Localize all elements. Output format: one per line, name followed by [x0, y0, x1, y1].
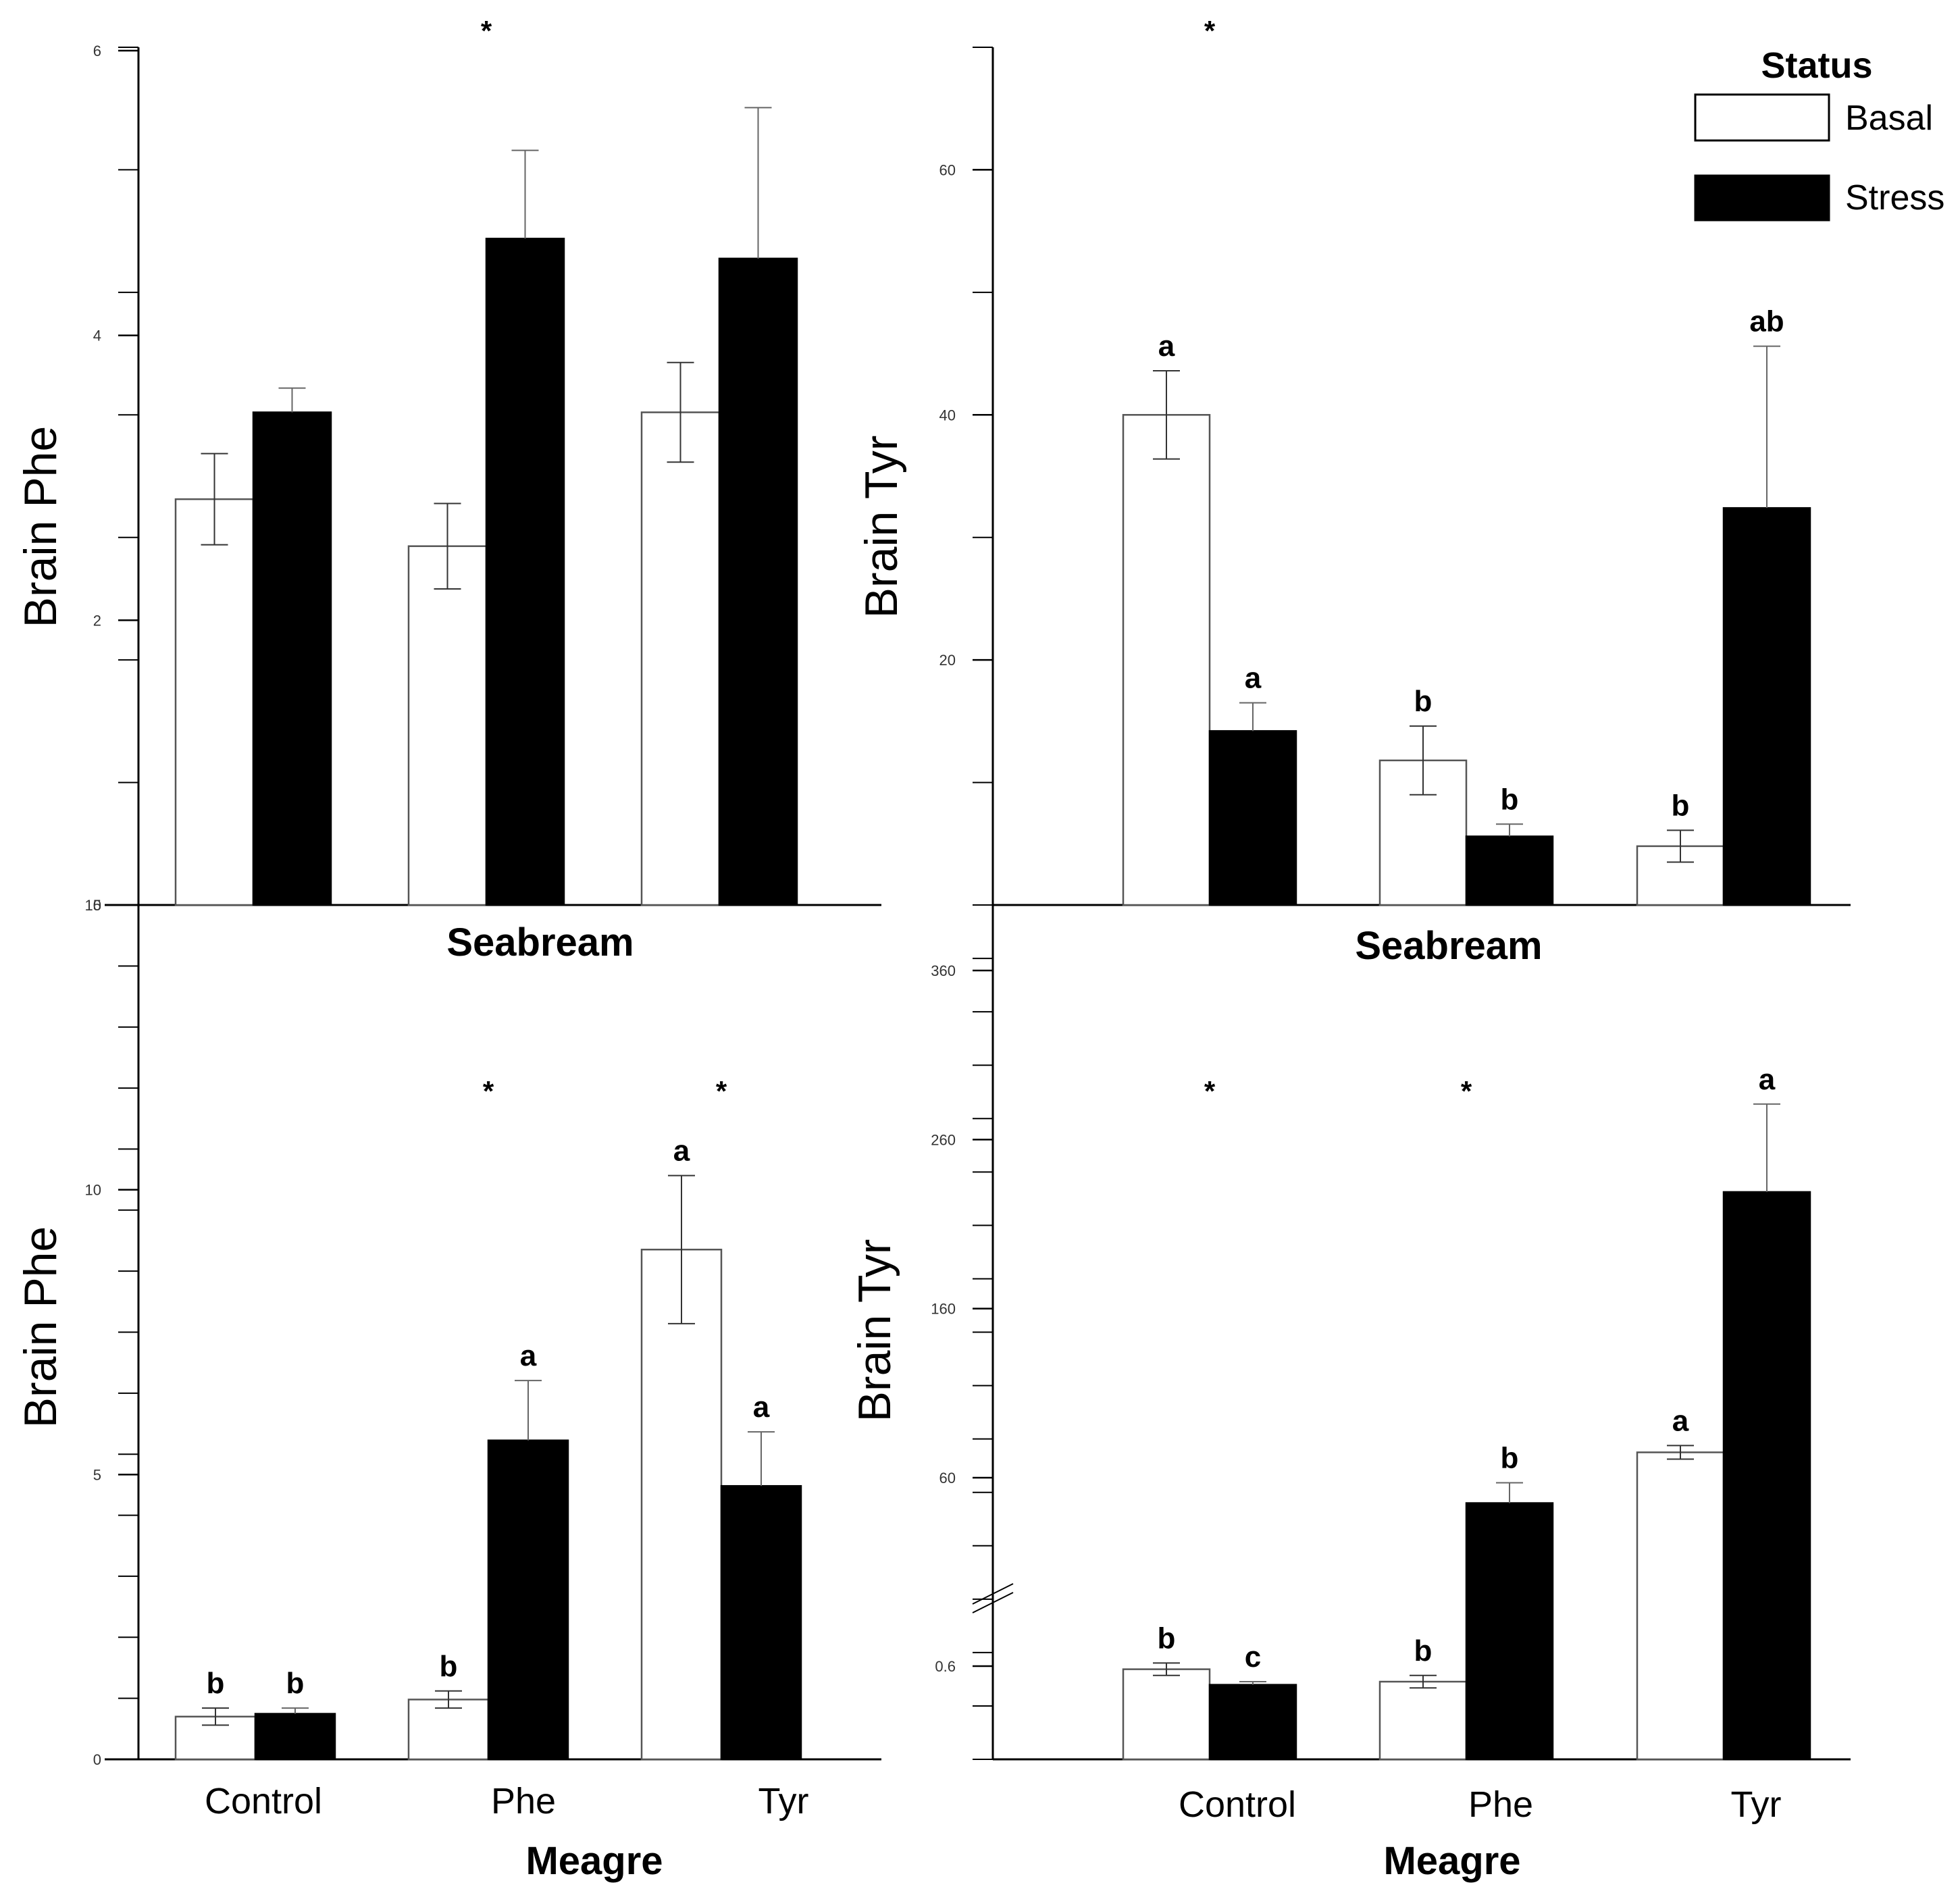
bar-basal: [174, 498, 255, 906]
y-axis-title: Brain Phe: [15, 1226, 66, 1428]
bar-stress: [720, 1484, 802, 1761]
axis-break-mark: [972, 1583, 1014, 1605]
category-label: Phe: [1468, 1784, 1533, 1825]
group-label: Meagre: [1383, 1839, 1520, 1883]
category-label: Tyr: [758, 1781, 809, 1821]
significance-star: *: [1204, 1075, 1216, 1107]
bar-basal: [640, 1248, 723, 1761]
y-tick-label: 5: [93, 1466, 101, 1483]
legend: Status Basal Stress: [1694, 45, 1944, 222]
y-tick-label: 4: [93, 328, 101, 344]
bar-stress: [252, 411, 332, 906]
bar-basal: [1378, 1680, 1468, 1761]
significance-letter: a: [673, 1135, 690, 1168]
group-label: Seabream: [446, 921, 634, 964]
y-axis-title: Brain Tyr: [856, 436, 907, 619]
bar-basal: [407, 545, 488, 906]
significance-letter: b: [440, 1650, 458, 1683]
significance-letter: b: [1158, 1622, 1176, 1655]
bar-basal: [1122, 414, 1211, 906]
y-tick-label: 0.6: [935, 1658, 956, 1675]
bar-stress: [1208, 1684, 1297, 1761]
y-tick-label: 6: [93, 43, 101, 59]
axis-break-mark: [972, 1592, 1014, 1613]
significance-letter: b: [1672, 789, 1690, 822]
bar-stress: [1722, 507, 1811, 906]
significance-star: *: [1204, 15, 1216, 47]
significance-letter: a: [1158, 330, 1175, 363]
significance-star: *: [481, 15, 492, 47]
panel-meagre-tyr: 0.6 60 160 260 360 Brain Tyr Meagre Control Phe T…: [849, 904, 1851, 1883]
y-tick-label: 15: [85, 897, 101, 914]
panel-seabream-phe: 0 2 4 6 Brain Phe Seabream *: [15, 15, 881, 964]
y-tick-label: 40: [939, 407, 956, 423]
y-tick-label: 60: [939, 161, 956, 178]
y-tick-label: 260: [931, 1131, 956, 1148]
significance-letter: a: [1759, 1063, 1776, 1096]
significance-letter: ab: [1749, 305, 1784, 338]
y-tick-label: 160: [931, 1301, 956, 1318]
legend-label-stress: Stress: [1845, 178, 1944, 217]
category-label: Control: [1179, 1784, 1296, 1825]
bar-stress: [254, 1713, 336, 1761]
significance-letter: c: [1245, 1640, 1261, 1674]
category-label: Phe: [491, 1781, 556, 1821]
y-tick-label: 360: [931, 962, 956, 979]
bar-basal: [640, 411, 721, 906]
y-tick-label: 2: [93, 612, 101, 629]
bar-basal: [1636, 1451, 1725, 1761]
significance-letter: a: [753, 1391, 770, 1424]
group-label: Seabream: [1355, 924, 1542, 968]
y-axis-title: Brain Tyr: [849, 1239, 900, 1422]
y-tick-label: 0: [93, 897, 101, 914]
y-tick-label: 0: [93, 1751, 101, 1768]
bar-stress: [718, 257, 798, 906]
bar-stress: [487, 1439, 569, 1761]
y-tick-label: 20: [939, 652, 956, 669]
legend-swatch-stress: [1694, 174, 1830, 222]
y-tick-label: 60: [939, 1470, 956, 1486]
significance-letter: b: [1501, 783, 1519, 816]
significance-letter: b: [1414, 1634, 1433, 1667]
bar-stress: [1208, 730, 1297, 906]
legend-swatch-basal: [1694, 93, 1830, 142]
significance-letter: a: [1245, 662, 1262, 695]
significance-letter: a: [520, 1339, 537, 1372]
group-label: Meagre: [525, 1839, 663, 1883]
y-axis-title: Brain Phe: [15, 426, 66, 628]
significance-star: *: [1461, 1075, 1472, 1107]
bar-stress: [1465, 1502, 1554, 1761]
legend-title: Status: [1761, 45, 1872, 86]
significance-letter: b: [1501, 1442, 1519, 1475]
bar-basal: [1122, 1668, 1211, 1761]
significance-star: *: [716, 1075, 727, 1107]
panel-meagre-phe: 0 5 10 15 Brain Phe Meagre Control Phe Tyr b b a b a a…: [15, 897, 881, 1883]
significance-letter: b: [1414, 685, 1433, 718]
category-label: Tyr: [1731, 1784, 1782, 1825]
bar-basal: [407, 1699, 490, 1761]
bar-stress: [1722, 1191, 1811, 1761]
bar-stress: [1465, 835, 1554, 906]
legend-label-basal: Basal: [1845, 99, 1933, 138]
significance-star: *: [483, 1075, 494, 1107]
significance-letter: a: [1672, 1404, 1689, 1437]
bar-stress: [485, 238, 565, 906]
category-label: Control: [205, 1781, 322, 1821]
significance-letter: b: [286, 1667, 305, 1700]
y-tick-label: 10: [85, 1182, 101, 1199]
significance-letter: b: [207, 1667, 225, 1700]
